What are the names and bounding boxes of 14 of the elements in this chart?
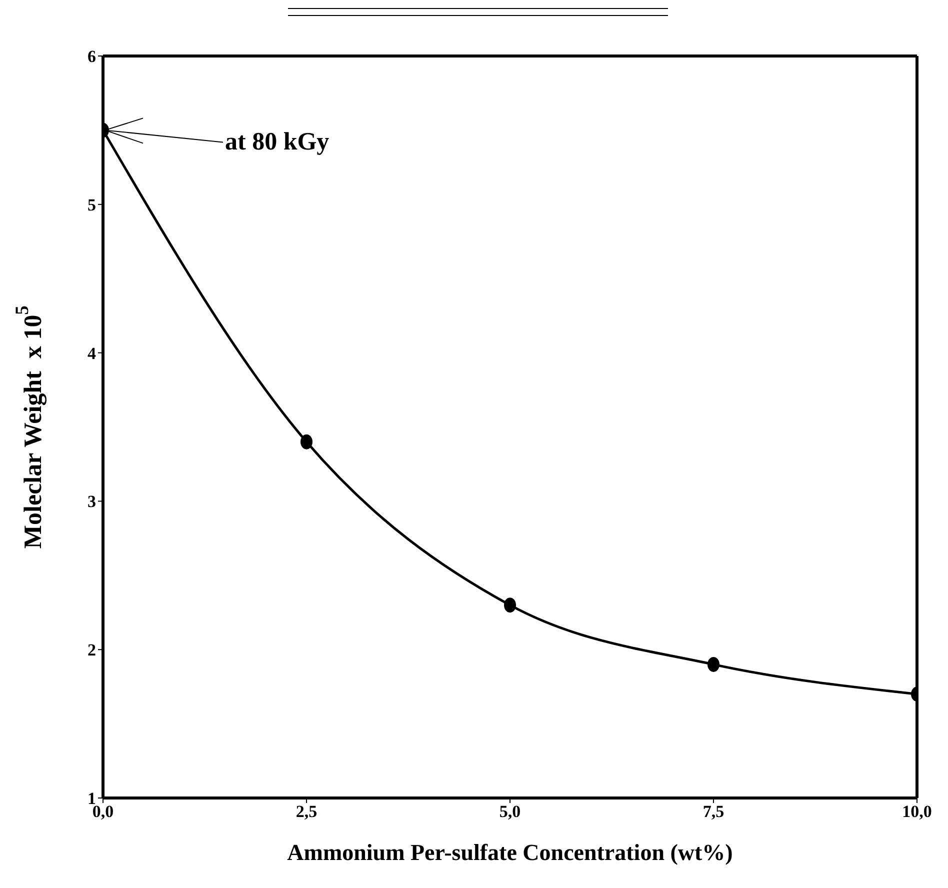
x-tick-label: 5,0: [499, 802, 521, 822]
point: [504, 598, 516, 613]
point: [300, 434, 312, 450]
y-tick-label: 2: [88, 640, 96, 660]
point: [708, 656, 720, 672]
annotation: at 80 kGy: [225, 128, 330, 156]
y-tick-label: 6: [88, 47, 96, 66]
y-tick-label: 5: [88, 195, 96, 214]
x-tick-label: 7,5: [702, 802, 724, 822]
y-tick-label: 3: [88, 492, 96, 512]
x-tick-label: 2,5: [296, 802, 318, 822]
y-tick-label: 4: [88, 344, 96, 363]
x-axis-title: Ammonium Per-sulfate Concentration (wt%): [287, 840, 733, 865]
x-tick-label: 10,0: [902, 802, 932, 822]
